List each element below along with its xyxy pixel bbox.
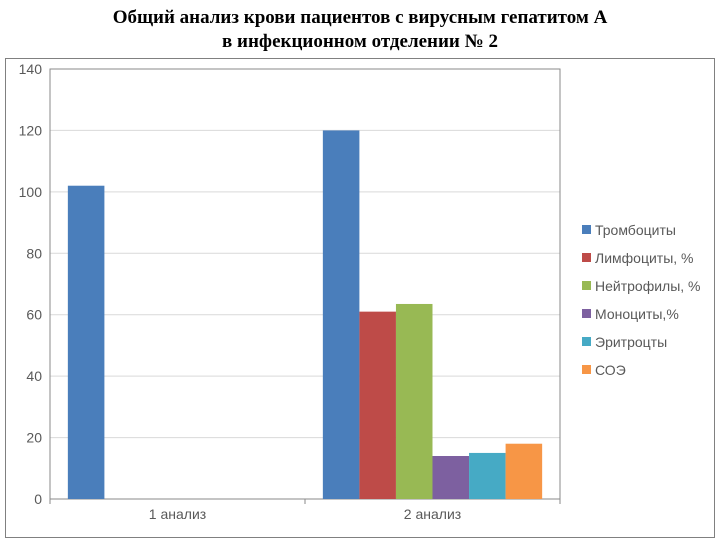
y-tick-label: 0: [34, 491, 42, 507]
legend-label: Тромбоциты: [595, 222, 676, 238]
title-line-2: в инфекционном отделении № 2: [113, 30, 608, 54]
chart-container: 0 20 40 60 80 100 120 140 1 анализ 2 анализ Тромб…: [5, 58, 715, 538]
title-line-1: Общий анализ крови пациентов с вирусным …: [113, 6, 608, 30]
y-tick-label: 120: [19, 122, 43, 138]
legend-item: Нейтрофилы, %: [582, 279, 701, 293]
y-tick-label: 80: [26, 245, 42, 261]
bar-Тромбоциты: [323, 130, 360, 499]
legend-item: Лимфоциты, %: [582, 251, 701, 265]
y-tick-label: 40: [26, 368, 42, 384]
legend-item: Моноциты,%: [582, 307, 701, 321]
category-label: 1 анализ: [149, 506, 206, 522]
bar-Нейтрофилы, %: [396, 303, 433, 498]
y-tick-label: 60: [26, 306, 42, 322]
legend-item: Эритроцты: [582, 335, 701, 349]
y-tick-label: 140: [19, 61, 43, 77]
chart-title: Общий анализ крови пациентов с вирусным …: [113, 6, 608, 54]
legend-label: Моноциты,%: [595, 306, 679, 322]
legend-swatch: [582, 365, 591, 374]
y-tick-label: 100: [19, 183, 43, 199]
legend-label: Нейтрофилы, %: [595, 278, 701, 294]
legend-swatch: [582, 309, 591, 318]
y-tick-label: 20: [26, 429, 42, 445]
bar-Моноциты,%: [433, 456, 470, 499]
legend-label: Эритроцты: [595, 334, 667, 350]
legend-swatch: [582, 337, 591, 346]
bar-Лимфоциты, %: [359, 311, 396, 498]
legend: Тромбоциты Лимфоциты, % Нейтрофилы, % Моноц…: [582, 223, 701, 377]
legend-swatch: [582, 253, 591, 262]
legend-label: Лимфоциты, %: [595, 250, 693, 266]
legend-item: СОЭ: [582, 363, 701, 377]
legend-swatch: [582, 225, 591, 234]
category-label: 2 анализ: [404, 506, 461, 522]
legend-label: СОЭ: [595, 362, 626, 378]
bar-Тромбоциты: [68, 185, 105, 498]
legend-item: Тромбоциты: [582, 223, 701, 237]
bar-Эритроцты: [469, 452, 506, 498]
legend-swatch: [582, 281, 591, 290]
bar-СОЭ: [506, 443, 543, 498]
